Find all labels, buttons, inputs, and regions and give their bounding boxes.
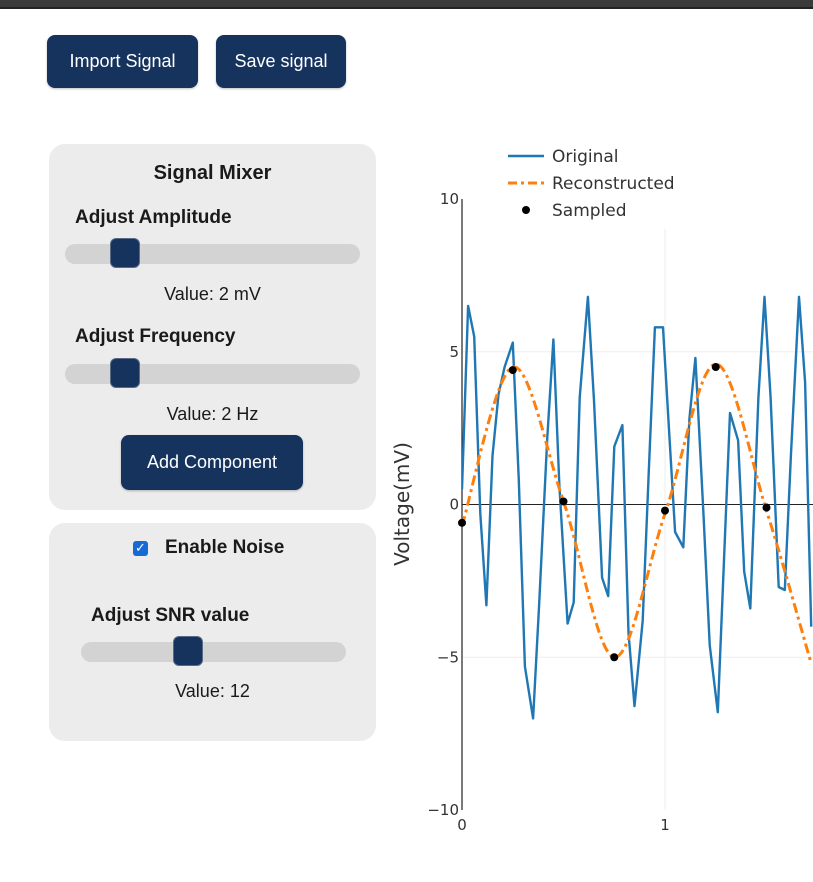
- frequency-slider[interactable]: [65, 358, 360, 388]
- amplitude-value: Value: 2 mV: [164, 284, 261, 304]
- sampled-point: [508, 366, 517, 375]
- y-axis-label: Voltage(mV): [390, 442, 414, 566]
- x-tick-label: 0: [457, 816, 467, 834]
- signal-mixer-title: Signal Mixer: [153, 162, 272, 184]
- sampled-point: [559, 497, 568, 506]
- import-signal-button[interactable]: Import Signal: [47, 35, 198, 88]
- legend-sampled-swatch: [522, 206, 530, 214]
- noise-panel: ✓ Enable Noise Adjust SNR value Value: 1…: [49, 523, 376, 741]
- legend-label: Sampled: [552, 201, 627, 221]
- y-tick-label: −10: [427, 801, 459, 819]
- snr-slider-thumb[interactable]: [173, 636, 203, 666]
- add-component-button[interactable]: Add Component: [121, 435, 303, 490]
- enable-noise-checkbox[interactable]: ✓: [133, 541, 148, 556]
- y-tick-label: 0: [449, 496, 459, 514]
- top-bar: [0, 0, 813, 9]
- amplitude-slider-thumb[interactable]: [110, 238, 140, 268]
- sampled-point: [458, 518, 466, 527]
- reconstructed-series-line: [462, 362, 813, 664]
- y-tick-label: 10: [440, 190, 459, 208]
- original-series-line: [462, 295, 813, 720]
- save-signal-button[interactable]: Save signal: [216, 35, 346, 88]
- signal-mixer-panel: Signal Mixer Adjust Amplitude Value: 2 m…: [49, 144, 376, 510]
- snr-slider[interactable]: [81, 636, 346, 666]
- frequency-label: Adjust Frequency: [75, 326, 236, 347]
- enable-noise-label: Enable Noise: [165, 537, 285, 558]
- x-tick-label: 1: [660, 816, 670, 834]
- amplitude-slider[interactable]: [65, 238, 360, 268]
- frequency-value: Value: 2 Hz: [166, 404, 259, 424]
- sampled-point: [711, 363, 720, 372]
- snr-value: Value: 12: [175, 681, 250, 701]
- y-tick-label: 5: [449, 343, 459, 361]
- snr-label: Adjust SNR value: [91, 605, 250, 626]
- legend-label: Reconstructed: [552, 174, 675, 194]
- sampled-point: [661, 506, 669, 515]
- sampled-point: [762, 503, 771, 512]
- y-tick-label: −5: [437, 648, 459, 666]
- sampled-point: [610, 653, 619, 662]
- amplitude-label: Adjust Amplitude: [75, 207, 232, 228]
- frequency-slider-thumb[interactable]: [110, 358, 140, 388]
- legend-label: Original: [552, 147, 619, 167]
